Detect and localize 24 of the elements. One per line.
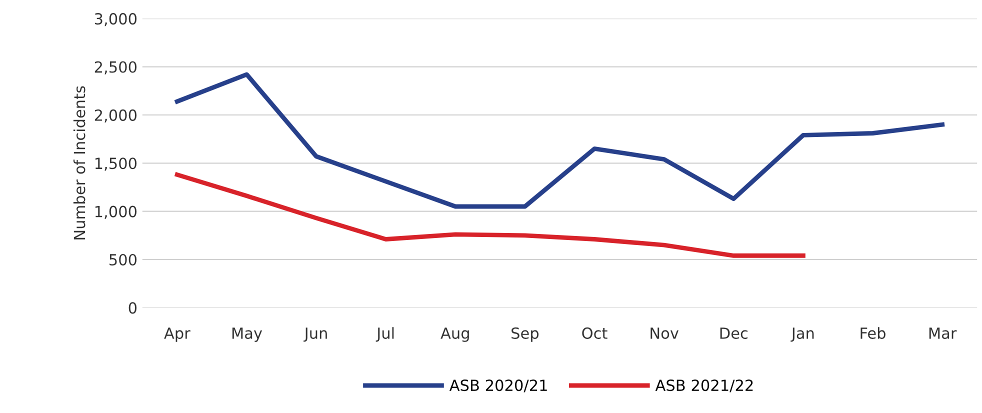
- x-tick-label: Oct: [582, 327, 608, 339]
- y-tick-label: 1,500: [95, 158, 137, 171]
- y-axis-title: Number of Incidents: [73, 86, 86, 240]
- x-tick-label: Dec: [720, 328, 748, 339]
- y-tick-label: 2,500: [94, 61, 137, 74]
- x-tick-label: Feb: [860, 327, 886, 339]
- x-tick-label: Aug: [440, 328, 469, 342]
- x-tick-label: Jun: [304, 328, 327, 342]
- x-tick-label: Apr: [164, 328, 190, 342]
- x-tick-label: Jan: [790, 328, 814, 342]
- line-series: [174, 172, 806, 258]
- x-tick-label: Jul: [376, 327, 394, 342]
- legend-label: ASB 2021/22: [655, 380, 753, 392]
- line-series: [174, 72, 945, 209]
- y-tick-label: 0: [128, 302, 137, 314]
- legend-label: ASB 2020/21: [449, 380, 547, 392]
- x-tick-label: Sep: [512, 327, 539, 342]
- x-tick-label: Nov: [650, 328, 679, 339]
- x-tick-label: May: [232, 328, 262, 342]
- y-tick-label: 2,000: [94, 109, 137, 123]
- x-tick-label: Mar: [929, 328, 957, 339]
- y-tick-label: 500: [110, 254, 137, 266]
- y-tick-label: 1,000: [95, 206, 137, 219]
- y-tick-label: 3,000: [94, 13, 137, 26]
